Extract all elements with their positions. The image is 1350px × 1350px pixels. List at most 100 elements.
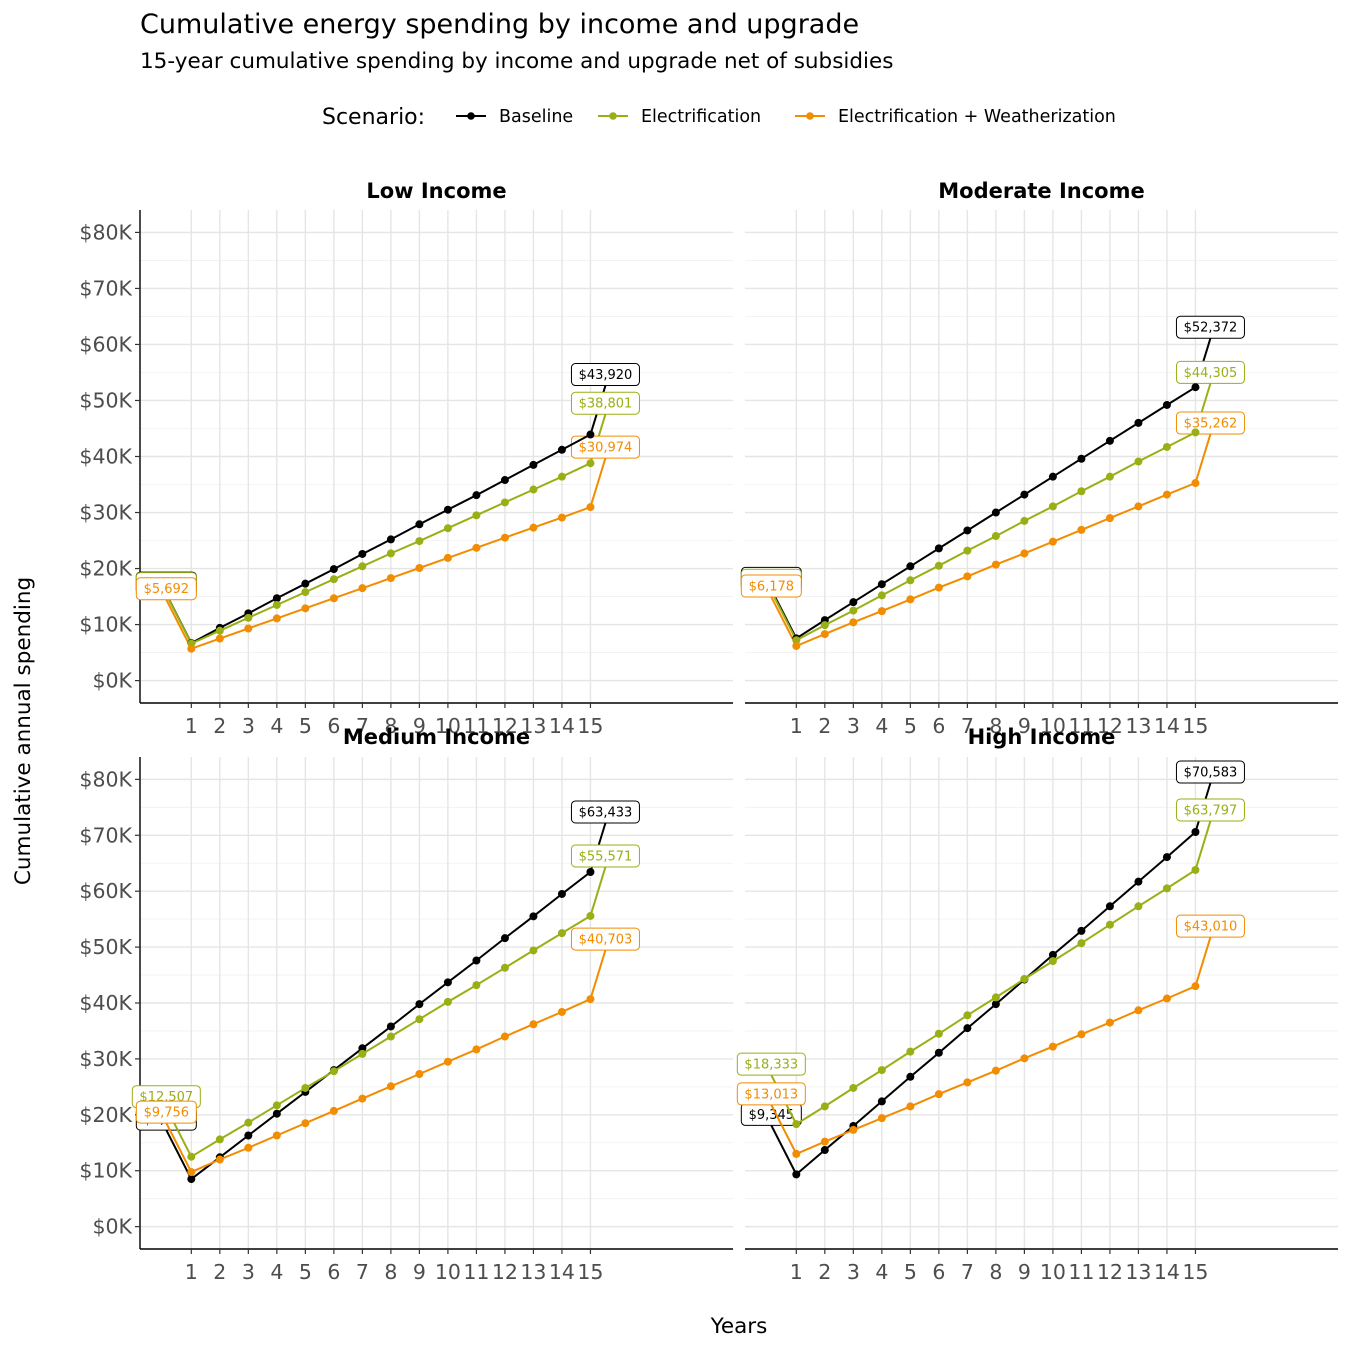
data-label-box [1175, 798, 1245, 822]
data-label-text: $38,801 [579, 397, 633, 412]
data-point [1191, 865, 1200, 874]
data-labels: $6,693$43,920$6,606$38,801$5,692$30,974 [135, 363, 640, 650]
y-tick-label: $70K [79, 276, 132, 300]
data-label-box [1175, 315, 1245, 339]
data-point [586, 995, 595, 1004]
x-tick-label: 8 [989, 1260, 1002, 1284]
data-label-leader [770, 1124, 798, 1175]
x-tick-label: 2 [818, 714, 831, 738]
x-tick-label: 7 [961, 714, 974, 738]
x-tick-label: 11 [1068, 1260, 1094, 1284]
data-point [215, 626, 224, 635]
data-point [415, 537, 424, 546]
x-tick-label: 7 [356, 714, 369, 738]
data-label-box [736, 1052, 806, 1076]
y-tick-label: $10K [79, 1159, 132, 1183]
data-label-leader [770, 596, 798, 647]
data-point [443, 553, 452, 562]
data-point [1077, 454, 1086, 463]
x-tick-label: 12 [492, 1260, 518, 1284]
data-point [215, 1135, 224, 1144]
panel-title: High Income [968, 725, 1116, 749]
data-point [272, 594, 281, 603]
data-label: $63,433 [570, 800, 640, 873]
data-point [586, 459, 595, 468]
data-label: $35,262 [1175, 411, 1245, 484]
data-label-leader [589, 949, 607, 1000]
data-label: $43,010 [1175, 914, 1245, 987]
data-point [906, 562, 915, 571]
data-point [187, 1152, 196, 1161]
x-tick-label: 3 [242, 1260, 255, 1284]
data-label: $52,372 [1175, 315, 1245, 388]
data-label: $55,571 [570, 844, 640, 917]
data-label-box [570, 363, 640, 387]
data-label-leader [1194, 433, 1212, 484]
data-labels: $7,525$52,372$7,200$44,305$6,178$35,262 [740, 315, 1245, 647]
panel-low-income: Low Income $0K $10K $20K $30K $40K $50K $60K $70… [79, 179, 733, 738]
data-point [877, 1097, 886, 1106]
data-point [215, 634, 224, 643]
data-point [358, 549, 367, 558]
data-label-leader [165, 599, 193, 650]
data-point [557, 889, 566, 898]
x-tick-label: 11 [1068, 714, 1094, 738]
x-tick-label: 7 [356, 1260, 369, 1284]
data-point [991, 560, 1000, 569]
data-point [934, 1029, 943, 1038]
data-point [991, 1066, 1000, 1075]
data-point [1191, 828, 1200, 837]
data-point [500, 476, 509, 485]
data-label-leader [770, 1104, 798, 1155]
data-label-box [570, 391, 640, 415]
data-point [358, 584, 367, 593]
data-point [849, 1125, 858, 1134]
grid [745, 210, 1338, 703]
data-point [1162, 884, 1171, 893]
x-tick-label: 15 [1182, 1260, 1208, 1284]
data-point [963, 1024, 972, 1033]
data-point [472, 1045, 481, 1054]
y-tick-label: $40K [79, 991, 132, 1015]
data-point [1077, 1030, 1086, 1039]
data-point [820, 1146, 829, 1155]
data-point [301, 604, 310, 613]
data-label-leader [770, 590, 798, 641]
x-tick-label: 13 [1125, 714, 1151, 738]
data-point [991, 532, 1000, 541]
data-label-box [570, 800, 640, 824]
x-tick-label: 1 [185, 714, 198, 738]
data-label-text: $70,583 [1184, 766, 1238, 781]
data-point [187, 644, 196, 653]
y-tick-label: $30K [79, 501, 132, 525]
data-point [1077, 525, 1086, 534]
data-point [358, 1044, 367, 1053]
data-label-text: $9,756 [144, 1106, 190, 1121]
x-tick-label: 10 [435, 714, 461, 738]
data-point [415, 1000, 424, 1009]
x-tick-label: 12 [1097, 1260, 1123, 1284]
data-point [877, 1114, 886, 1123]
x-tick-label: 11 [463, 1260, 489, 1284]
x-tick-label: 8 [989, 714, 1002, 738]
x-tick-label: 8 [384, 1260, 397, 1284]
data-point [529, 485, 538, 494]
x-tick-label: 1 [790, 1260, 803, 1284]
data-label: $63,797 [1175, 798, 1245, 871]
data-point [244, 613, 253, 622]
data-point [187, 1175, 196, 1184]
y-tick-label: $60K [79, 332, 132, 356]
x-tick-label: 1 [185, 1260, 198, 1284]
data-point [1105, 902, 1114, 911]
data-label-leader [165, 1122, 193, 1173]
data-point [963, 1011, 972, 1020]
data-point [1134, 902, 1143, 911]
data-point [443, 978, 452, 987]
data-label-box [1175, 914, 1245, 938]
data-point [187, 1168, 196, 1177]
data-point [244, 1118, 253, 1127]
legend-title: Scenario: [322, 105, 425, 130]
data-point [500, 934, 509, 943]
series-electrification [792, 865, 1200, 1129]
data-point [586, 503, 595, 512]
